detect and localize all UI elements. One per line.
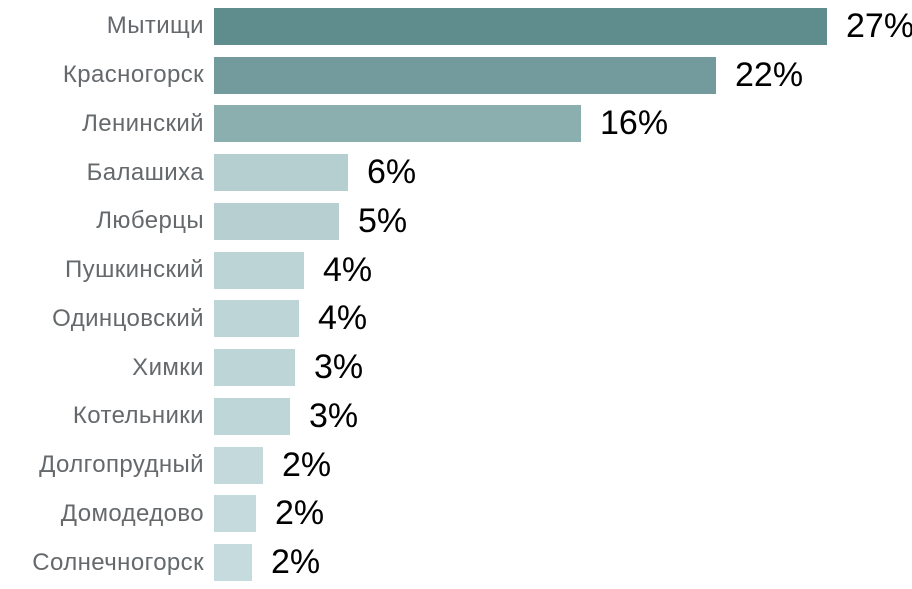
value-label: 22% <box>735 55 804 94</box>
category-label: Солнечногорск <box>32 548 204 576</box>
bar-area: 3% <box>214 392 912 441</box>
chart-row: Мытищи 27% <box>0 2 912 51</box>
chart-row: Пушкинский 4% <box>0 246 912 295</box>
chart-row: Ленинский 16% <box>0 100 912 149</box>
chart-row: Химки 3% <box>0 343 912 392</box>
category-label: Ленинский <box>82 109 204 137</box>
bar-area: 2% <box>214 441 912 490</box>
category-label: Одинцовский <box>52 304 204 332</box>
category-label: Котельники <box>72 402 204 430</box>
category-label: Люберцы <box>96 207 204 235</box>
bar <box>214 202 339 240</box>
bar-area: 3% <box>214 343 912 392</box>
bar <box>214 105 581 143</box>
bar-area: 2% <box>214 538 912 587</box>
category-label: Красногорск <box>62 61 204 89</box>
bar <box>214 7 827 45</box>
bar-area: 22% <box>214 51 912 100</box>
bar <box>214 544 252 582</box>
category-label: Химки <box>132 353 204 381</box>
bar <box>214 397 290 435</box>
bar <box>214 154 348 192</box>
value-label: 5% <box>358 201 408 240</box>
bar-area: 5% <box>214 197 912 246</box>
category-label: Мытищи <box>106 12 204 40</box>
chart-row: Домодедово 2% <box>0 490 912 539</box>
bar-area: 27% <box>214 2 912 51</box>
bar <box>214 495 256 533</box>
bar <box>214 349 295 387</box>
category-label: Балашиха <box>86 158 204 186</box>
value-label: 4% <box>323 250 373 289</box>
bar-area: 6% <box>214 148 912 197</box>
category-label: Долгопрудный <box>39 451 204 479</box>
bar-area: 4% <box>214 246 912 295</box>
value-label: 3% <box>309 396 359 435</box>
value-label: 6% <box>367 153 417 192</box>
chart-row: Люберцы 5% <box>0 197 912 246</box>
bar <box>214 251 304 289</box>
bar-area: 4% <box>214 295 912 344</box>
value-label: 4% <box>318 299 368 338</box>
chart-row: Балашиха 6% <box>0 148 912 197</box>
value-label: 27% <box>846 6 912 45</box>
category-label: Пушкинский <box>65 256 204 284</box>
bar <box>214 300 299 338</box>
value-label: 3% <box>314 348 364 387</box>
value-label: 2% <box>275 494 325 533</box>
bar <box>214 446 263 484</box>
bar-area: 16% <box>214 100 912 149</box>
value-label: 2% <box>271 543 321 582</box>
chart-row: Долгопрудный 2% <box>0 441 912 490</box>
value-label: 2% <box>282 445 332 484</box>
value-label: 16% <box>600 104 669 143</box>
category-label: Домодедово <box>60 499 204 527</box>
chart-row: Одинцовский 4% <box>0 295 912 344</box>
bar-area: 2% <box>214 490 912 539</box>
chart-row: Красногорск 22% <box>0 51 912 100</box>
chart-row: Котельники 3% <box>0 392 912 441</box>
bar <box>214 56 716 94</box>
chart-row: Солнечногорск 2% <box>0 538 912 587</box>
